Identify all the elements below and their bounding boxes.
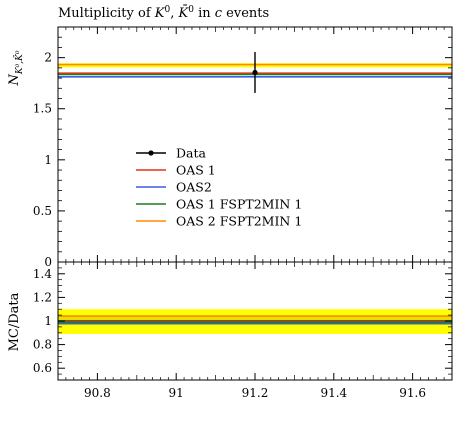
x-tick-label: 91 <box>169 386 184 400</box>
bottom-y-axis-label: MC/Data <box>7 292 22 351</box>
data-point <box>252 69 258 76</box>
top-y-tick-label: 1 <box>44 153 52 167</box>
top-y-tick-label: 1.5 <box>33 102 52 116</box>
top-y-axis-label: NK⁰,K̄⁰ <box>7 50 25 86</box>
bottom-y-tick-label: 0.6 <box>33 361 52 375</box>
bottom-y-tick-label: 0.8 <box>33 338 52 352</box>
top-panel: 0 0.5 1 1.5 2 <box>33 26 453 269</box>
bottom-y-tick-label: 1.2 <box>33 290 52 304</box>
x-tick-label: 91.4 <box>320 386 347 400</box>
legend-marker-data <box>148 150 154 156</box>
legend-label-4: OAS 2 FSPT2MIN 1 <box>176 214 302 229</box>
x-tick-label: 90.8 <box>84 386 111 400</box>
top-y-tick-label: 2 <box>44 51 52 65</box>
legend-label-1: OAS 1 <box>176 163 216 178</box>
top-y-tick-label: 0.5 <box>33 204 52 218</box>
ratio-band-1 <box>58 315 452 321</box>
legend-label-2: OAS2 <box>176 180 212 195</box>
x-tick-label: 91.2 <box>242 386 269 400</box>
bottom-y-tick-label: 1 <box>44 314 52 328</box>
legend-label-0: Data <box>176 146 206 161</box>
legend-label-3: OAS 1 FSPT2MIN 1 <box>176 197 302 212</box>
top-y-tick-label: 0 <box>44 255 52 269</box>
legend: Data OAS 1 OAS2 OAS 1 FSPT2MIN 1 OAS 2 FSPT2… <box>136 146 302 229</box>
bottom-y-tick-label: 1.4 <box>33 267 52 281</box>
x-tick-label: 91.6 <box>399 386 426 400</box>
bottom-panel: 0.6 0.8 1 1.2 1.4 90.8 91 91.2 91.4 91.6 <box>33 261 453 400</box>
chart-title: Multiplicity of K0, K̄0 in c events <box>58 5 269 21</box>
